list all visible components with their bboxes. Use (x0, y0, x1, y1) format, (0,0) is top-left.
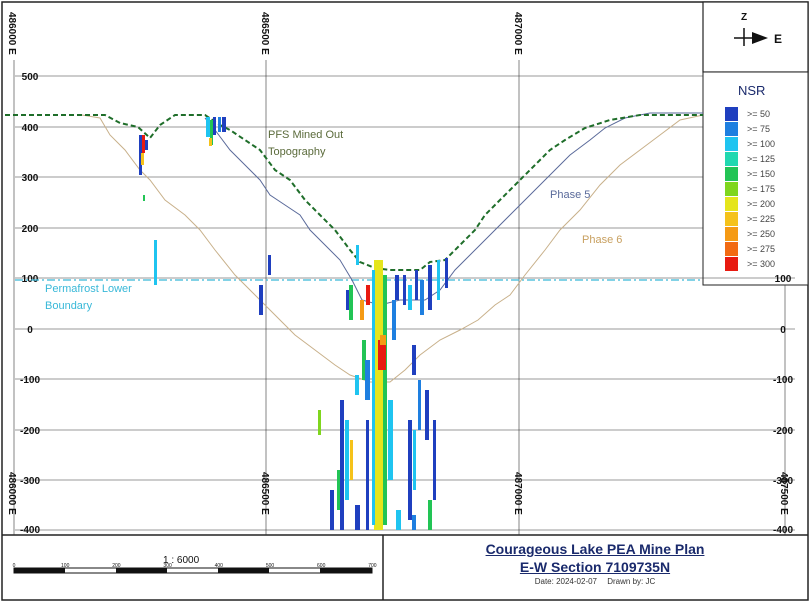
legend-label: >= 250 (747, 229, 775, 239)
elevation-label: -300 (20, 476, 40, 487)
easting-label-top: 486000 E (6, 12, 17, 55)
elevation-label: 0 (27, 325, 33, 336)
legend-swatch (725, 137, 738, 151)
pfs-label: PFS Mined Out (268, 129, 343, 141)
legend-title: NSR (738, 83, 765, 98)
elevation-label: 200 (22, 224, 39, 235)
easting-label-bottom: 487500 E (778, 472, 789, 515)
legend-label: >= 50 (747, 109, 770, 119)
nsr-blocks (139, 117, 448, 530)
easting-label-bottom: 487000 E (512, 472, 523, 515)
easting-label-bottom: 486000 E (6, 472, 17, 515)
svg-text:1 : 6000: 1 : 6000 (163, 555, 200, 566)
elevation-label: 100 (22, 274, 39, 285)
legend-label: >= 100 (747, 139, 775, 149)
legend-label: >= 300 (747, 259, 775, 269)
legend-swatch (725, 227, 738, 241)
legend-swatch (725, 242, 738, 256)
elevation-label-right: -200 (773, 426, 793, 437)
elevation-label: 300 (22, 173, 39, 184)
scale-tick-label: 0 (13, 563, 16, 569)
svg-text:Z: Z (741, 12, 747, 23)
legend-swatch (725, 212, 738, 226)
map-meta: Date: 2024-02-07 Drawn by: JC (383, 577, 807, 586)
scale-tick-label: 100 (61, 563, 70, 569)
elevation-label: -100 (20, 375, 40, 386)
permafrost-label: Permafrost Lower (45, 283, 132, 295)
scale-tick-label: 500 (266, 563, 275, 569)
elevation-label-right: 100 (775, 274, 792, 285)
nsr-legend: NSR >= 50 >= 75 >= 100 >= 125 >= 150 >= 175 >=… (725, 83, 775, 271)
scale-tick-label: 700 (368, 563, 377, 569)
elevation-label-right: -100 (773, 375, 793, 386)
elevation-label-right: 0 (780, 325, 786, 336)
scale-bar: 1 : 6000 0 100 200 300 400 500 600 700 (13, 555, 377, 574)
easting-label-top: 487000 E (512, 12, 523, 55)
legend-swatch (725, 257, 738, 271)
legend-swatch (725, 182, 738, 196)
elevation-label: 500 (22, 72, 39, 83)
elevation-label: -400 (20, 525, 40, 536)
legend-label: >= 200 (747, 199, 775, 209)
scale-tick-label: 400 (215, 563, 224, 569)
title-block: Courageous Lake PEA Mine Plan E-W Sectio… (383, 537, 807, 599)
north-arrow-icon: Z E (734, 12, 782, 46)
legend-swatch (725, 122, 738, 136)
legend-label: >= 150 (747, 169, 775, 179)
easting-label-top: 486500 E (259, 12, 270, 55)
scale-tick-label: 200 (112, 563, 121, 569)
elevation-label: -200 (20, 426, 40, 437)
phase-5-outline (204, 112, 703, 306)
legend-label: >= 225 (747, 214, 775, 224)
easting-label-bottom: 486500 E (259, 472, 270, 515)
elevation-label-right: -400 (773, 525, 793, 536)
elevation-label: 400 (22, 123, 39, 134)
phase-6-label: Phase 6 (582, 234, 622, 246)
scale-tick-label: 600 (317, 563, 326, 569)
section-title: E-W Section 7109735N (519, 559, 671, 575)
map-date: Date: 2024-02-07 (534, 577, 597, 586)
elevation-label-right: -300 (773, 476, 793, 487)
legend-label: >= 75 (747, 124, 770, 134)
map-title: Courageous Lake PEA Mine Plan (485, 541, 705, 557)
legend-swatch (725, 167, 738, 181)
pfs-mined-out-topography (5, 114, 703, 271)
phase-5-label: Phase 5 (550, 189, 590, 201)
legend-swatch (725, 107, 738, 121)
permafrost-label: Boundary (45, 300, 93, 312)
scale-tick-label: 300 (163, 563, 172, 569)
grid (13, 60, 795, 535)
legend-swatch (725, 197, 738, 211)
legend-label: >= 275 (747, 244, 775, 254)
svg-text:E: E (774, 32, 782, 46)
map-drawn-by: Drawn by: JC (607, 577, 656, 586)
legend-label: >= 125 (747, 154, 775, 164)
legend-swatch (725, 152, 738, 166)
legend-label: >= 175 (747, 184, 775, 194)
pfs-label: Topography (268, 146, 326, 158)
